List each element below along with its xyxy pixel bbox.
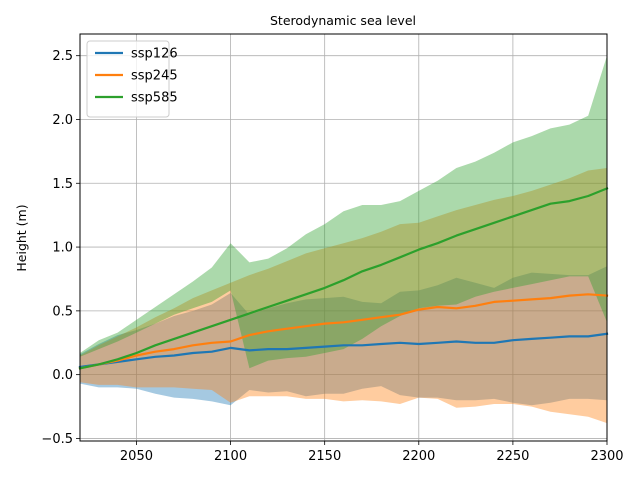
band-ssp245 <box>80 168 607 424</box>
x-tick-label: 2300 <box>590 449 623 464</box>
x-tick-label: 2200 <box>402 449 435 464</box>
y-tick-label: 2.5 <box>52 49 73 64</box>
y-tick-label: 1.0 <box>52 241 73 256</box>
y-tick-label: −0.5 <box>41 432 73 447</box>
legend: ssp126 ssp245 ssp585 <box>86 40 178 118</box>
x-tick-label: 2150 <box>308 449 341 464</box>
band-ssp126 <box>80 266 607 406</box>
grid <box>80 34 608 441</box>
line-ssp585 <box>78 186 609 370</box>
y-tick-label: 0.0 <box>52 368 73 383</box>
uncertainty-bands <box>80 55 607 424</box>
y-tick-label: 1.5 <box>52 177 73 192</box>
y-axis-label: Height (m) <box>14 204 29 271</box>
band-ssp585 <box>80 55 607 369</box>
series-lines <box>78 186 609 370</box>
chart-title: Sterodynamic sea level <box>270 13 416 28</box>
legend-label-ssp245: ssp245 <box>131 69 178 84</box>
y-tick-label: 0.5 <box>52 304 73 319</box>
legend-label-ssp585: ssp585 <box>131 91 178 106</box>
y-tick-label: 2.0 <box>52 113 73 128</box>
legend-label-ssp126: ssp126 <box>131 47 178 62</box>
line-ssp126 <box>78 332 609 369</box>
x-tick-label: 2050 <box>120 449 153 464</box>
x-tick-label: 2100 <box>214 449 247 464</box>
y-axis: −0.5 0.0 0.5 1.0 1.5 2.0 2.5 <box>41 49 80 447</box>
x-axis: 2050 2100 2150 2200 2250 2300 <box>120 441 624 464</box>
line-ssp245 <box>78 293 609 370</box>
x-tick-label: 2250 <box>496 449 529 464</box>
plot-frame <box>79 33 608 442</box>
